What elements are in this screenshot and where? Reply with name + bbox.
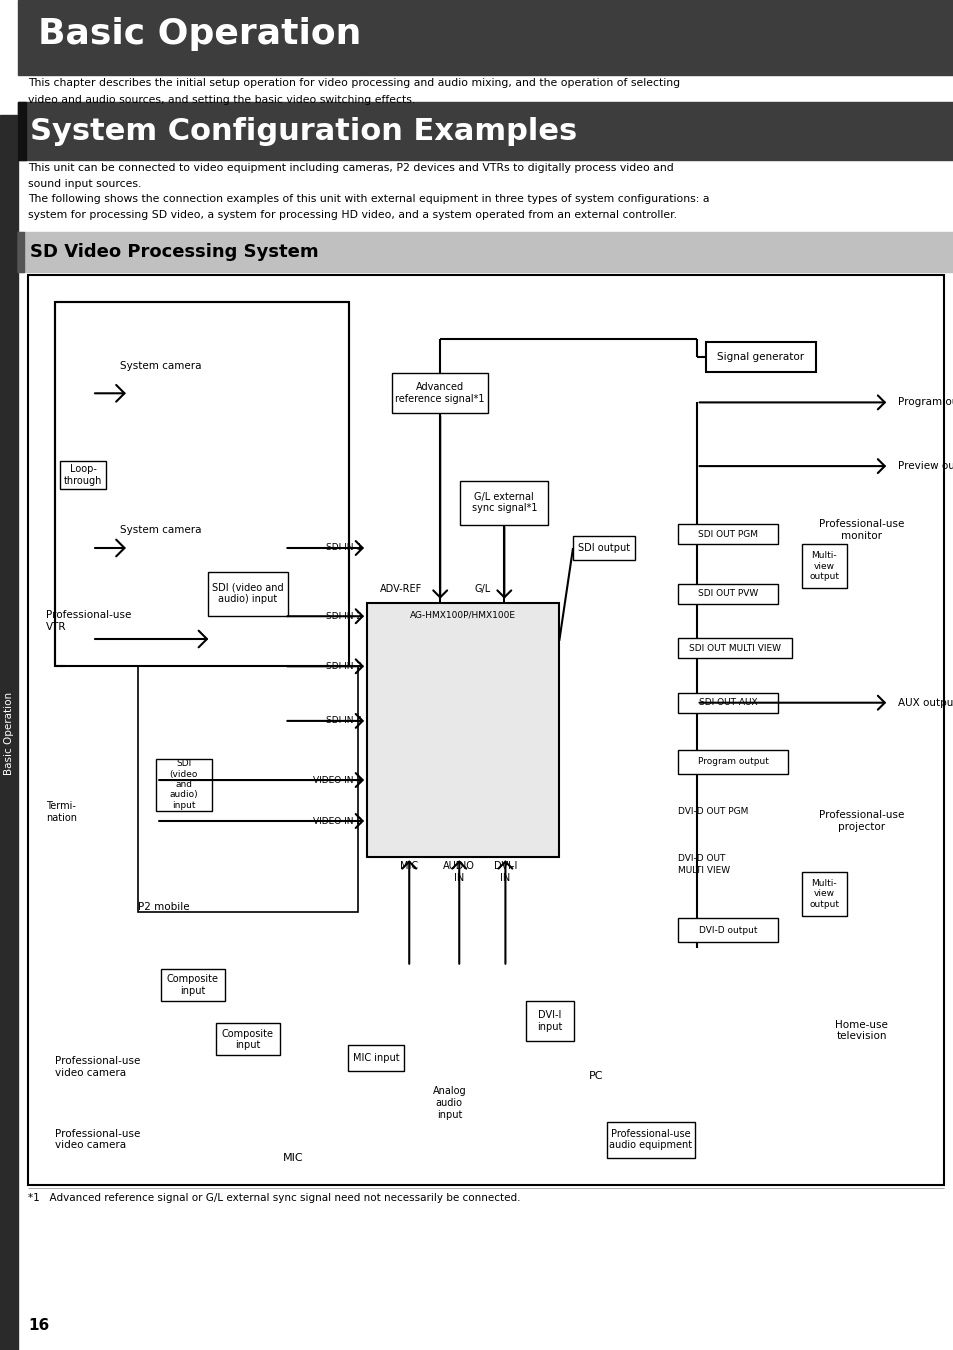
Text: The following shows the connection examples of this unit with external equipment: The following shows the connection examp… (28, 194, 709, 204)
Bar (60, 462, 106, 489)
Bar (801, 544, 846, 589)
Text: Termi-
nation: Termi- nation (47, 801, 77, 822)
Bar (155, 759, 212, 810)
Text: SDI (video and
audio) input: SDI (video and audio) input (212, 583, 283, 605)
Bar (138, 667, 357, 913)
Text: Multi-
view
output: Multi- view output (808, 879, 838, 909)
Text: System camera: System camera (119, 360, 201, 371)
Text: Basic Operation: Basic Operation (38, 18, 361, 51)
Text: sound input sources.: sound input sources. (28, 180, 141, 189)
Text: DVI-D output: DVI-D output (699, 926, 757, 934)
Text: system for processing SD video, a system for processing HD video, and a system o: system for processing SD video, a system… (28, 211, 677, 220)
Text: MIC: MIC (283, 1153, 304, 1162)
Text: Home-use
television: Home-use television (834, 1019, 887, 1041)
Text: VIDEO IN 1: VIDEO IN 1 (313, 775, 361, 784)
Bar (573, 536, 635, 560)
Text: SDI IN 1: SDI IN 1 (326, 544, 361, 552)
Text: Loop-
through: Loop- through (64, 464, 102, 486)
Text: AG-HMX100P/HMX100E: AG-HMX100P/HMX100E (410, 610, 516, 620)
Text: SDI IN 3: SDI IN 3 (326, 662, 361, 671)
Bar (678, 583, 778, 603)
Text: DVI-I
IN: DVI-I IN (494, 861, 517, 883)
Text: Program output: Program output (698, 757, 768, 767)
Bar (28, 275, 943, 1185)
Text: System camera: System camera (119, 525, 201, 535)
Text: G/L: G/L (474, 583, 490, 594)
Text: Professional-use
video camera: Professional-use video camera (55, 1129, 141, 1150)
Bar (678, 918, 778, 942)
Text: SDI OUT PGM: SDI OUT PGM (698, 529, 758, 539)
Bar (678, 749, 787, 774)
Text: Professional-use
video camera: Professional-use video camera (55, 1056, 141, 1077)
Text: SDI OUT AUX: SDI OUT AUX (699, 698, 757, 707)
Bar (801, 872, 846, 915)
Text: Signal generator: Signal generator (717, 352, 803, 362)
Text: MIC: MIC (399, 861, 417, 871)
Text: Advanced
reference signal*1: Advanced reference signal*1 (395, 382, 484, 404)
Text: Analog
audio
input: Analog audio input (432, 1087, 466, 1119)
Text: AUX output: AUX output (898, 698, 953, 707)
Text: Preview output: Preview output (898, 462, 953, 471)
Text: VIDEO IN 2: VIDEO IN 2 (313, 817, 361, 825)
Text: Professional-use
VTR: Professional-use VTR (47, 610, 132, 632)
Bar (55, 302, 348, 667)
Bar (18, 103, 953, 161)
Text: Multi-
view
output: Multi- view output (808, 551, 838, 580)
Text: SDI OUT PVW: SDI OUT PVW (698, 589, 758, 598)
Text: Professional-use
monitor: Professional-use monitor (818, 518, 903, 540)
Text: DVI-I
input: DVI-I input (537, 1010, 562, 1031)
Text: System Configuration Examples: System Configuration Examples (30, 116, 577, 146)
Text: SDI OUT MULTI VIEW: SDI OUT MULTI VIEW (689, 644, 781, 652)
Text: *1   Advanced reference signal or G/L external sync signal need not necessarily : *1 Advanced reference signal or G/L exte… (28, 1193, 520, 1203)
Bar (0, 115, 18, 1350)
Text: Professional-use
audio equipment: Professional-use audio equipment (609, 1129, 692, 1150)
Bar (392, 374, 488, 413)
Bar (18, 103, 26, 161)
Bar (18, 0, 953, 76)
Text: Composite
input: Composite input (222, 1029, 274, 1050)
Text: MIC input: MIC input (353, 1053, 399, 1062)
Text: AUDIO
IN: AUDIO IN (443, 861, 475, 883)
Text: SDI IN 2: SDI IN 2 (326, 612, 361, 621)
Bar (678, 524, 778, 544)
Text: Composite
input: Composite input (167, 973, 218, 995)
Text: SD Video Processing System: SD Video Processing System (30, 243, 318, 261)
Text: DVI-D OUT PGM: DVI-D OUT PGM (678, 807, 748, 817)
Text: DVI-D OUT: DVI-D OUT (678, 855, 725, 863)
Bar (18, 232, 953, 271)
Text: PC: PC (588, 1071, 602, 1081)
Text: This chapter describes the initial setup operation for video processing and audi: This chapter describes the initial setup… (28, 78, 679, 88)
Bar (705, 342, 815, 371)
Text: SDI IN 4: SDI IN 4 (326, 717, 361, 725)
Text: video and audio sources, and setting the basic video switching effects.: video and audio sources, and setting the… (28, 95, 415, 105)
Bar (460, 481, 548, 525)
Text: G/L external
sync signal*1: G/L external sync signal*1 (471, 491, 537, 513)
Text: MULTI VIEW: MULTI VIEW (678, 865, 730, 875)
Text: P2 mobile: P2 mobile (138, 902, 190, 913)
Bar (606, 1122, 694, 1157)
Text: Basic Operation: Basic Operation (4, 691, 14, 775)
Bar (525, 1002, 574, 1041)
Bar (208, 571, 288, 616)
Text: This unit can be connected to video equipment including cameras, P2 devices and : This unit can be connected to video equi… (28, 163, 673, 173)
Text: 16: 16 (28, 1318, 50, 1332)
Bar (678, 639, 792, 657)
Text: Program output: Program output (898, 397, 953, 408)
Text: SDI output: SDI output (578, 543, 629, 554)
Text: SDI
(video
and
audio)
input: SDI (video and audio) input (170, 759, 198, 810)
Bar (678, 693, 778, 713)
Bar (367, 602, 558, 857)
Text: ADV-REF: ADV-REF (380, 583, 422, 594)
Bar (215, 1023, 279, 1056)
Text: Professional-use
projector: Professional-use projector (818, 810, 903, 832)
Bar (348, 1045, 404, 1071)
Bar (18, 232, 24, 271)
Bar (161, 969, 225, 1000)
